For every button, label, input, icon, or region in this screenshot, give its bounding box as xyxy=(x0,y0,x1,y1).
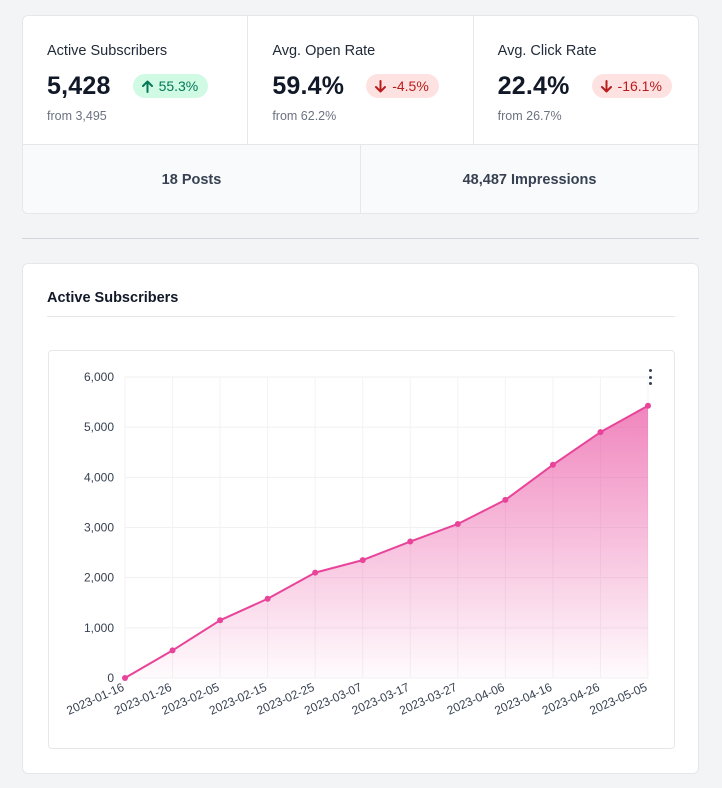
stat-click-rate: Avg. Click Rate 22.4% -16.1% from 26.7% xyxy=(474,16,698,144)
stat-label: Active Subscribers xyxy=(47,43,168,59)
data-point xyxy=(312,569,319,576)
change-value: -16.1% xyxy=(617,78,662,94)
change-value: 55.3% xyxy=(158,78,199,94)
chart-menu-icon[interactable] xyxy=(644,369,656,385)
data-point xyxy=(502,496,509,503)
data-point xyxy=(454,520,461,527)
chart-container: 0 1,000 2,000 3,000 4,000 5,000 6,000 2023-01-1… xyxy=(48,350,675,749)
data-point xyxy=(122,675,128,681)
stat-open-rate: Avg. Open Rate 59.4% -4.5% from 62.2% xyxy=(248,16,474,144)
stats-card: Active Subscribers 5,428 55.3% from 3,49… xyxy=(22,15,699,214)
stat-value: 59.4% xyxy=(272,71,345,100)
data-point xyxy=(407,538,414,545)
series-line xyxy=(124,404,649,679)
change-value: -4.5% xyxy=(392,78,429,94)
stat-value: 22.4% xyxy=(497,71,570,100)
section-divider xyxy=(22,238,699,239)
stat-previous: from 3,495 xyxy=(47,109,107,123)
stat-active-subscribers: Active Subscribers 5,428 55.3% from 3,49… xyxy=(23,16,249,144)
stats-row: Active Subscribers 5,428 55.3% from 3,49… xyxy=(23,16,698,145)
y-tick-label: 3,000 xyxy=(84,521,114,535)
stat-label: Avg. Click Rate xyxy=(497,43,597,59)
data-point xyxy=(264,595,271,602)
data-point xyxy=(597,429,604,436)
total-impressions: 48,487 Impressions xyxy=(462,171,597,188)
y-tick-label: 1,000 xyxy=(84,621,114,635)
arrow-down-icon xyxy=(600,79,612,92)
change-badge: -4.5% xyxy=(366,74,439,98)
change-badge: 55.3% xyxy=(132,74,209,98)
arrow-down-icon xyxy=(375,79,387,92)
stat-previous: from 26.7% xyxy=(497,109,562,123)
chart-card: Active Subscribers 0 1,000 2,000 3,000 4,000… xyxy=(22,263,699,774)
total-posts: 18 Posts xyxy=(23,145,361,213)
y-tick-label: 5,000 xyxy=(84,420,114,434)
totals-row: 18 Posts 48,487 Impressions xyxy=(23,145,698,213)
stat-label: Avg. Open Rate xyxy=(272,43,376,59)
change-badge: -16.1% xyxy=(591,74,672,98)
data-point xyxy=(549,461,556,468)
series-area xyxy=(125,405,648,678)
y-tick-label: 6,000 xyxy=(84,370,114,384)
data-point xyxy=(645,402,651,409)
stat-value: 5,428 xyxy=(47,71,111,100)
subscribers-area-chart: 01,0002,0003,0004,0005,0006,0002023-01-1… xyxy=(64,370,651,718)
y-tick-label: 2,000 xyxy=(84,571,114,585)
chart-title: Active Subscribers xyxy=(47,290,675,317)
stat-previous: from 62.2% xyxy=(272,109,337,123)
y-tick-label: 0 xyxy=(107,671,114,685)
data-point xyxy=(359,557,366,564)
y-tick-label: 4,000 xyxy=(84,470,114,484)
data-point xyxy=(217,617,224,624)
data-point xyxy=(169,647,176,654)
arrow-up-icon xyxy=(141,80,153,93)
